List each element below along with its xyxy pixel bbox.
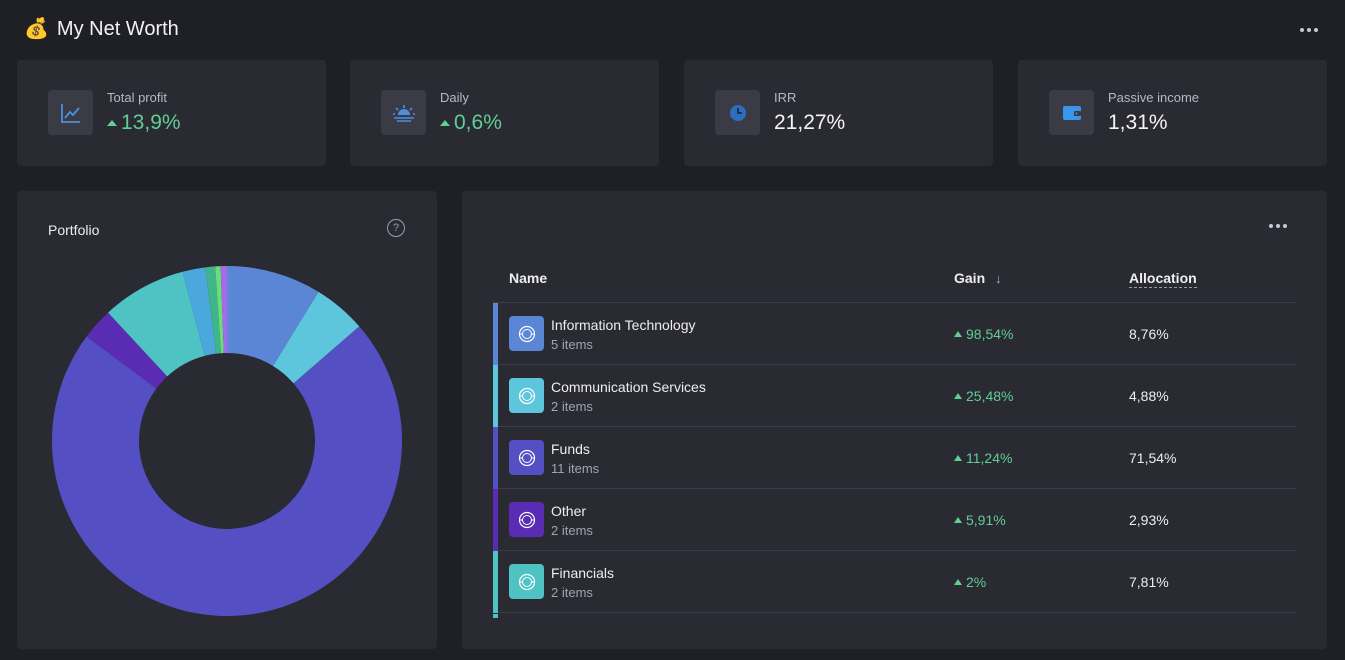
stat-value: 1,31% [1108, 111, 1168, 134]
trend-up-icon [954, 517, 962, 523]
row-name: Communication Services [551, 379, 706, 395]
row-item-count: 2 items [551, 585, 593, 600]
page-more-menu-icon[interactable] [1300, 28, 1318, 32]
row-allocation: 4,88% [1129, 388, 1169, 404]
page-header: 💰 My Net Worth [24, 14, 179, 44]
trend-up-icon [107, 120, 117, 126]
stat-label: Total profit [107, 90, 167, 105]
row-allocation: 7,81% [1129, 574, 1169, 590]
row-item-count: 2 items [551, 523, 593, 538]
stat-value: 13,9% [107, 111, 181, 135]
line-chart-icon [48, 90, 93, 135]
sector-icon [509, 502, 544, 537]
row-gain: 25,48% [954, 388, 1013, 404]
wallet-icon [1049, 90, 1094, 135]
sort-desc-icon[interactable]: ↓ [995, 271, 1002, 286]
trend-up-icon [954, 579, 962, 585]
donut-slice-segment-9[interactable] [220, 266, 227, 354]
row-gain: 2% [954, 574, 986, 590]
row-item-count: 11 items [551, 461, 600, 476]
donut-slice-segment-7[interactable] [205, 266, 222, 354]
donut-slice-information-technology[interactable] [227, 266, 319, 366]
donut-slice-financials[interactable] [108, 271, 205, 377]
table-row[interactable]: Funds 11 items 11,24% 71,54% [493, 427, 1296, 489]
stat-value: 0,6% [440, 111, 502, 135]
trend-up-icon [954, 455, 962, 461]
row-name: Funds [551, 441, 590, 457]
stat-label: Passive income [1108, 90, 1200, 105]
row-allocation: 2,93% [1129, 512, 1169, 528]
sector-icon [509, 564, 544, 599]
stat-card-irr: IRR 21,27% [684, 60, 993, 166]
column-header-name[interactable]: Name [509, 270, 548, 286]
row-name: Financials [551, 565, 615, 581]
row-item-count: 2 items [551, 399, 593, 414]
table-row-partial [493, 614, 498, 618]
sector-icon [509, 316, 544, 351]
row-item-count: 5 items [551, 337, 593, 352]
table-row[interactable]: Information Technology 5 items 98,54% 8,… [493, 303, 1296, 365]
column-header-allocation[interactable]: Allocation [1129, 270, 1197, 288]
stat-label: IRR [774, 90, 797, 105]
table-more-menu-icon[interactable] [1269, 224, 1287, 228]
donut-slice-funds[interactable] [51, 326, 402, 616]
clock-icon [715, 90, 760, 135]
header-divider [493, 302, 1296, 303]
row-color-bar [493, 427, 498, 489]
stat-card-daily: Daily 0,6% [350, 60, 659, 166]
column-header-gain[interactable]: Gain ↓ [954, 270, 1002, 286]
help-icon[interactable]: ? [387, 219, 405, 237]
donut-slice-other[interactable] [86, 312, 168, 389]
sunrise-icon [381, 90, 426, 135]
sector-icon [509, 378, 544, 413]
row-gain: 11,24% [954, 450, 1012, 466]
row-allocation: 8,76% [1129, 326, 1169, 342]
donut-slice-segment-6[interactable] [182, 267, 217, 356]
stat-card-passive-income: Passive income 1,31% [1018, 60, 1327, 166]
trend-up-icon [440, 120, 450, 126]
row-gain: 98,54% [954, 326, 1013, 342]
table-row[interactable]: Other 2 items 5,91% 2,93% [493, 489, 1296, 551]
table-row[interactable]: Financials 2 items 2% 7,81% [493, 551, 1296, 613]
row-gain: 5,91% [954, 512, 1006, 528]
stat-value: 21,27% [774, 111, 846, 134]
stat-label: Daily [440, 90, 469, 105]
donut-slice-segment-8[interactable] [215, 266, 224, 354]
row-color-bar [493, 551, 498, 613]
row-name: Other [551, 503, 587, 519]
trend-up-icon [954, 393, 962, 399]
row-color-bar [493, 365, 498, 427]
row-color-bar [493, 303, 498, 365]
row-color-bar [493, 489, 498, 551]
sector-icon [509, 440, 544, 475]
row-name: Information Technology [551, 317, 696, 333]
row-allocation: 71,54% [1129, 450, 1177, 466]
table-row[interactable]: Communication Services 2 items 25,48% 4,… [493, 365, 1296, 427]
page-title: My Net Worth [56, 17, 179, 40]
portfolio-title: Portfolio [48, 222, 100, 238]
donut-slice-communication-services[interactable] [273, 291, 360, 384]
portfolio-donut-chart [51, 266, 402, 616]
holdings-table-card: Name Gain ↓ Allocation Information Techno… [462, 191, 1327, 649]
stat-card-total-profit: Total profit 13,9% [17, 60, 326, 166]
trend-up-icon [954, 331, 962, 337]
money-bag-icon: 💰 [24, 18, 49, 40]
